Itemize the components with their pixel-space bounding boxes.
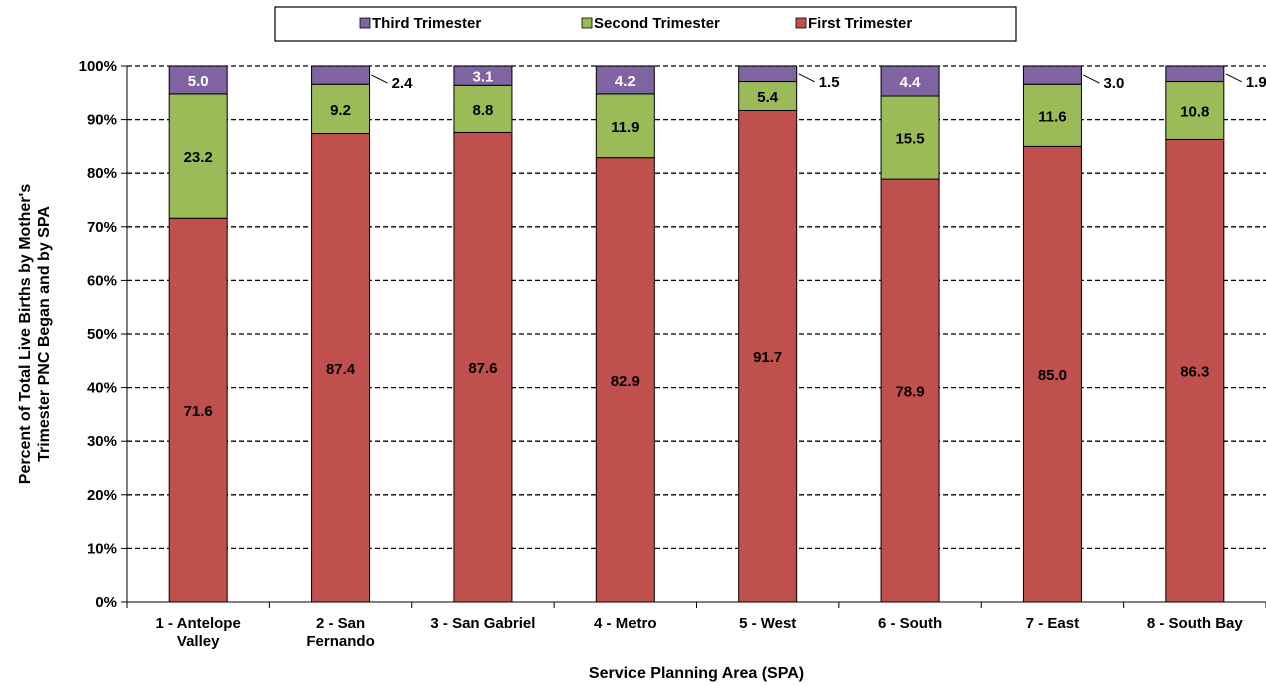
y-tick-label: 0% <box>95 594 117 611</box>
bar-segment <box>1022 145 1082 603</box>
x-tick-label: 6 - South <box>878 615 942 632</box>
x-tick-label-line: 6 - South <box>878 615 942 632</box>
data-label: 11.6 <box>1038 108 1066 125</box>
data-label: 87.4 <box>326 361 356 378</box>
bar-segment <box>880 65 940 97</box>
x-tick-label-line: Fernando <box>306 633 374 650</box>
y-tick-label: 10% <box>87 540 117 557</box>
bar-segment <box>880 178 940 603</box>
x-tick-label: 7 - East <box>1026 615 1079 632</box>
data-label: 5.0 <box>188 73 209 90</box>
legend-swatch <box>581 17 593 29</box>
bar-segment <box>1165 81 1225 140</box>
data-label: 78.9 <box>895 384 924 401</box>
y-tick-label: 70% <box>87 219 117 236</box>
callout-leader <box>798 73 815 83</box>
data-label: 5.4 <box>757 89 779 106</box>
bar-segment <box>1165 65 1225 83</box>
x-tick-label-line: 7 - East <box>1026 615 1079 632</box>
data-label: 2.4 <box>392 75 414 92</box>
data-label: 85.0 <box>1038 367 1067 384</box>
y-tick-label: 60% <box>87 272 117 289</box>
data-label: 10.8 <box>1180 103 1209 120</box>
data-label: 3.0 <box>1103 75 1124 92</box>
callout-leader <box>1083 74 1100 84</box>
bar-segment <box>595 157 655 603</box>
data-label: 91.7 <box>753 349 782 366</box>
data-labels: 71.6 23.2 5.0 87.4 9.2 2.4 87.6 8.8 3.1 82.9 11.9 4… <box>184 69 1266 420</box>
data-label: 1.5 <box>819 74 840 91</box>
x-tick-label: 8 - South Bay <box>1147 615 1244 632</box>
bar-segment <box>738 109 798 603</box>
legend-item-label: First Trimester <box>808 15 912 32</box>
x-tick-label-line: Valley <box>177 633 220 650</box>
x-tick-label-line: 8 - South Bay <box>1147 615 1244 632</box>
data-label: 1.9 <box>1246 74 1266 91</box>
x-axis-title: Service Planning Area (SPA) <box>589 665 804 682</box>
data-label: 8.8 <box>473 102 494 119</box>
grid <box>127 65 1266 550</box>
bar-segment <box>453 65 513 86</box>
bar-segment <box>1165 138 1225 603</box>
bar-segment <box>595 65 655 95</box>
data-label: 86.3 <box>1180 364 1209 381</box>
axis-titles: Service Planning Area (SPA) Percent of To… <box>17 184 804 682</box>
legend-box <box>274 6 1017 42</box>
x-tick-label: 4 - Metro <box>594 615 657 632</box>
data-label: 23.2 <box>184 149 213 166</box>
y-tick-label: 20% <box>87 487 117 504</box>
legend-item-label: Second Trimester <box>594 15 720 32</box>
x-tick-label-line: 1 - Antelope <box>156 615 241 632</box>
data-label: 71.6 <box>184 403 213 420</box>
x-tick-label-line: 5 - West <box>739 615 796 632</box>
y-axis-title-line: Trimester PNC Began and by SPA <box>36 206 53 462</box>
y-tick-label: 30% <box>87 433 117 450</box>
bar-segment <box>1022 65 1082 85</box>
y-tick-label: 80% <box>87 165 117 182</box>
legend-item-label: Third Trimester <box>372 15 481 32</box>
axes: 0% 10% 20% 30% 40% 50% 60% 70% 80% 90% 100% 1 - Ant… <box>79 58 1266 650</box>
callout-leader <box>1225 73 1243 83</box>
data-label: 9.2 <box>330 102 351 119</box>
y-axis-title-line: Percent of Total Live Births by Mother's <box>17 184 34 485</box>
y-tick-label: 90% <box>87 112 117 129</box>
y-tick-label: 100% <box>79 58 117 75</box>
bar-segment <box>453 84 513 133</box>
data-label: 82.9 <box>611 373 640 390</box>
x-tick-label-line: 3 - San Gabriel <box>430 615 535 632</box>
data-label: 4.4 <box>900 74 922 91</box>
data-label: 11.9 <box>611 119 639 136</box>
x-tick-label-line: 4 - Metro <box>594 615 657 632</box>
legend: Third Trimester Second Trimester First Tri… <box>274 6 1017 42</box>
legend-swatch <box>795 17 807 29</box>
bar-segment <box>168 65 228 95</box>
y-axis-title: Percent of Total Live Births by Mother's… <box>17 184 53 485</box>
legend-swatch <box>359 17 371 29</box>
data-label: 87.6 <box>468 360 497 377</box>
bar-segment <box>738 81 798 111</box>
bar-segment <box>168 93 228 219</box>
bar-segment <box>738 65 798 83</box>
bar-segment <box>1022 83 1082 147</box>
x-tick-label-line: 2 - San <box>316 615 365 632</box>
y-tick-label: 50% <box>87 326 117 343</box>
data-label: 15.5 <box>895 131 924 148</box>
bar-segment <box>311 65 371 85</box>
data-label: 4.2 <box>615 73 636 90</box>
y-tick-label: 40% <box>87 380 117 397</box>
bars <box>168 65 1225 603</box>
x-tick-label: 3 - San Gabriel <box>430 615 535 632</box>
callout-leader <box>371 74 388 84</box>
x-tick-label: 5 - West <box>739 615 796 632</box>
bar-segment <box>168 217 228 603</box>
x-tick-label: 1 - Antelope Valley <box>156 615 241 650</box>
data-label: 3.1 <box>473 69 494 86</box>
bar-segment <box>595 93 655 159</box>
x-tick-label: 2 - San Fernando <box>306 615 374 650</box>
